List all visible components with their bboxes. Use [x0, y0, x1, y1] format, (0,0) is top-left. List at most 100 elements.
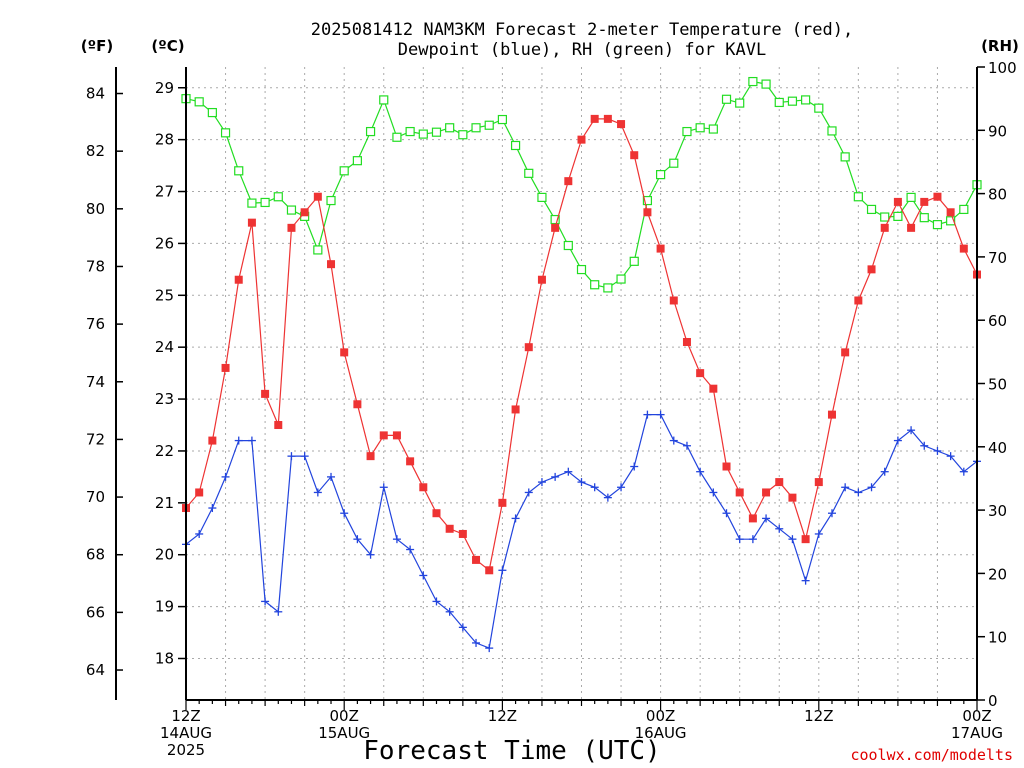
celsius-tick-label: 24	[155, 338, 174, 356]
dewpoint-point	[551, 472, 560, 481]
temperature-point	[300, 208, 309, 217]
rh-point	[590, 280, 600, 290]
rh-point	[537, 192, 547, 202]
dewpoint-point	[603, 493, 612, 502]
dewpoint-point	[841, 483, 850, 492]
dewpoint-point	[854, 488, 863, 497]
temperature-point	[221, 363, 230, 372]
temperature-point	[893, 197, 902, 206]
grid-lines	[186, 67, 977, 700]
x-tick-label: 14AUG	[160, 724, 212, 742]
rh-point	[247, 198, 257, 208]
fahrenheit-tick-label: 80	[86, 200, 105, 218]
rh-point	[194, 97, 204, 107]
tick-labels: 18 19 20 21 22 23 24 25 26 27 28 29 64 66 68 70 72 74 76 78…	[86, 59, 1017, 759]
dewpoint-point	[498, 566, 507, 575]
rh-point	[906, 192, 916, 202]
temperature-point	[327, 260, 336, 269]
temperature-series	[182, 114, 981, 575]
temperature-point	[880, 223, 889, 232]
rh-point	[787, 96, 798, 106]
temperature-point	[590, 114, 599, 123]
dewpoint-point	[893, 436, 902, 445]
dewpoint-point	[485, 644, 494, 653]
dewpoint-point	[247, 436, 256, 445]
rh-tick-label: 20	[988, 565, 1007, 583]
temperature-point	[551, 223, 560, 232]
fahrenheit-tick-label: 72	[86, 430, 105, 448]
rh-point	[352, 156, 362, 166]
dewpoint-point	[880, 467, 889, 476]
dewpoint-point	[419, 571, 428, 580]
temperature-point	[762, 488, 771, 497]
dewpoint-point	[313, 488, 322, 497]
credit-text: coolwx.com/modelts	[850, 746, 1013, 764]
rh-point	[814, 103, 824, 113]
rh-point	[497, 114, 507, 125]
dewpoint-point	[814, 529, 823, 538]
dewpoint-point	[287, 452, 296, 461]
temperature-point	[498, 498, 507, 507]
temperature-point	[406, 457, 415, 466]
dewpoint-point	[748, 535, 757, 544]
rh-point	[840, 152, 850, 162]
temperature-point	[643, 208, 652, 217]
dewpoint-point	[392, 535, 401, 544]
temperature-point	[340, 348, 349, 357]
rh-point	[313, 245, 323, 255]
x-tick-label: 2025	[167, 741, 205, 759]
dewpoint-point	[946, 452, 955, 461]
dewpoint-point	[208, 504, 217, 513]
celsius-tick-label: 28	[155, 131, 174, 149]
dewpoint-series	[182, 410, 981, 653]
temperature-point	[577, 135, 586, 144]
temperature-point	[511, 405, 520, 414]
celsius-tick-label: 22	[155, 442, 174, 460]
dewpoint-point	[406, 545, 415, 554]
celsius-tick-label: 21	[155, 494, 174, 512]
temperature-point	[287, 223, 296, 232]
temperature-point	[814, 478, 823, 487]
rh-point	[853, 192, 863, 202]
rh-point	[866, 204, 877, 215]
temperature-point	[564, 177, 573, 186]
temperature-point	[669, 296, 678, 305]
dewpoint-point	[669, 436, 678, 445]
temperature-point	[775, 478, 784, 487]
rh-point	[629, 256, 639, 266]
celsius-tick-label: 20	[155, 546, 174, 564]
temperature-point	[366, 452, 375, 461]
celsius-tick-label: 29	[155, 79, 174, 97]
celsius-tick-label: 19	[155, 598, 174, 616]
rh-point	[748, 76, 758, 87]
temperature-point	[630, 151, 639, 160]
rh-point	[695, 123, 705, 133]
rh-point	[392, 132, 402, 142]
rh-point	[326, 195, 336, 206]
dewpoint-point	[564, 467, 573, 476]
temperature-point	[274, 421, 283, 430]
x-tick-label: 12Z	[488, 707, 517, 725]
celsius-tick-label: 18	[155, 649, 174, 667]
temperature-point	[537, 275, 546, 284]
dewpoint-point	[340, 509, 349, 518]
rh-tick-label: 50	[988, 376, 1007, 394]
x-tick-label: 00Z	[962, 707, 991, 725]
temperature-point	[722, 462, 731, 471]
temperature-point	[735, 488, 744, 497]
rh-point	[207, 107, 217, 118]
dewpoint-point	[445, 607, 454, 616]
rh-tick-label: 30	[988, 502, 1007, 520]
rh-point	[339, 166, 349, 176]
dewpoint-point	[682, 441, 691, 450]
fahrenheit-tick-label: 64	[86, 661, 105, 679]
temperature-point	[234, 275, 243, 284]
rh-point	[379, 95, 389, 105]
rh-tick-label: 0	[988, 692, 998, 710]
dewpoint-point	[827, 509, 836, 518]
rh-point	[603, 283, 613, 293]
temperature-point	[472, 555, 481, 564]
temperature-point	[445, 524, 454, 533]
rh-point	[576, 264, 587, 275]
